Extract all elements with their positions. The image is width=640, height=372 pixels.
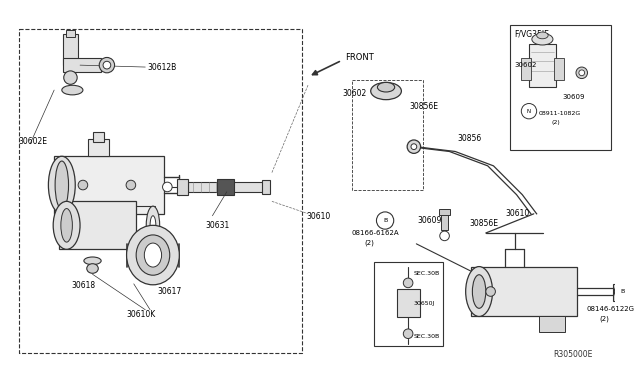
Bar [366, 99, 406, 166]
Text: 30618: 30618 [72, 281, 95, 290]
Circle shape [126, 180, 136, 190]
Bar [63, 58, 101, 72]
Text: 30856E: 30856E [470, 219, 499, 228]
Text: B: B [621, 289, 625, 294]
Text: (2): (2) [599, 315, 609, 322]
Bar [188, 182, 265, 192]
Text: (2): (2) [364, 239, 374, 246]
Text: (2): (2) [551, 120, 560, 125]
Circle shape [522, 103, 537, 119]
Text: R305000E: R305000E [553, 350, 593, 359]
Ellipse shape [532, 33, 553, 45]
Bar [262, 180, 270, 194]
Bar [177, 179, 188, 195]
Text: SEC.30B: SEC.30B [414, 271, 440, 276]
Bar [59, 201, 136, 249]
Bar [404, 128, 416, 161]
Ellipse shape [87, 264, 99, 273]
Bar [66, 30, 76, 37]
Text: 30617: 30617 [157, 287, 182, 296]
Circle shape [78, 180, 88, 190]
Text: B: B [383, 218, 387, 223]
Ellipse shape [49, 156, 76, 214]
Text: 08911-1082G: 08911-1082G [539, 110, 581, 116]
Text: 30610: 30610 [307, 212, 331, 221]
Bar [522, 58, 531, 80]
Ellipse shape [466, 267, 493, 317]
Bar [529, 44, 556, 87]
Ellipse shape [53, 201, 80, 249]
Bar [613, 284, 623, 301]
Bar [93, 132, 104, 142]
Bar [88, 139, 109, 156]
Circle shape [411, 144, 417, 150]
Circle shape [64, 71, 77, 84]
Text: 30610: 30610 [505, 209, 529, 218]
Text: 30609: 30609 [418, 216, 442, 225]
Bar [397, 289, 420, 317]
Circle shape [579, 70, 584, 76]
Ellipse shape [127, 225, 179, 285]
Bar [539, 317, 565, 332]
Circle shape [486, 287, 495, 296]
Bar [19, 29, 301, 353]
Bar [356, 128, 368, 161]
Ellipse shape [150, 216, 156, 235]
Text: 08146-6122G: 08146-6122G [586, 306, 634, 312]
Text: F/VG35IE: F/VG35IE [515, 30, 550, 39]
Text: 08166-6162A: 08166-6162A [351, 230, 399, 236]
Text: FRONT: FRONT [345, 53, 374, 62]
Text: 30602: 30602 [342, 89, 366, 99]
Ellipse shape [378, 83, 395, 92]
Text: 30650J: 30650J [414, 301, 435, 305]
Text: SEC.30B: SEC.30B [414, 334, 440, 339]
Bar [439, 209, 451, 215]
Ellipse shape [62, 85, 83, 95]
Circle shape [403, 329, 413, 339]
Ellipse shape [146, 206, 159, 244]
Bar [63, 35, 78, 65]
Ellipse shape [472, 275, 486, 308]
Ellipse shape [136, 235, 170, 275]
Ellipse shape [61, 209, 72, 242]
Text: N: N [527, 109, 531, 114]
Circle shape [376, 212, 394, 229]
Text: 30631: 30631 [205, 221, 230, 230]
Text: 30612B: 30612B [147, 62, 177, 71]
Circle shape [99, 57, 115, 73]
Text: 30602E: 30602E [19, 137, 47, 146]
Text: 30602: 30602 [515, 62, 537, 68]
Text: 30610K: 30610K [126, 310, 156, 319]
Bar [74, 214, 102, 227]
Bar [441, 209, 449, 230]
Circle shape [407, 140, 420, 153]
Bar [54, 156, 164, 214]
Text: 30609: 30609 [563, 94, 585, 100]
Ellipse shape [84, 257, 101, 264]
Circle shape [576, 67, 588, 78]
Bar [351, 80, 424, 190]
Circle shape [614, 283, 632, 300]
Circle shape [163, 182, 172, 192]
Ellipse shape [55, 161, 68, 209]
Circle shape [440, 231, 449, 241]
Circle shape [103, 61, 111, 69]
Text: 30856: 30856 [457, 135, 481, 144]
Bar [554, 58, 563, 80]
Bar [472, 267, 577, 317]
Bar [217, 179, 234, 195]
Circle shape [403, 278, 413, 288]
Text: 30856E: 30856E [409, 102, 438, 111]
Bar [374, 262, 443, 346]
Bar [510, 25, 611, 150]
Ellipse shape [144, 243, 161, 267]
Ellipse shape [537, 32, 548, 39]
Ellipse shape [371, 83, 401, 100]
